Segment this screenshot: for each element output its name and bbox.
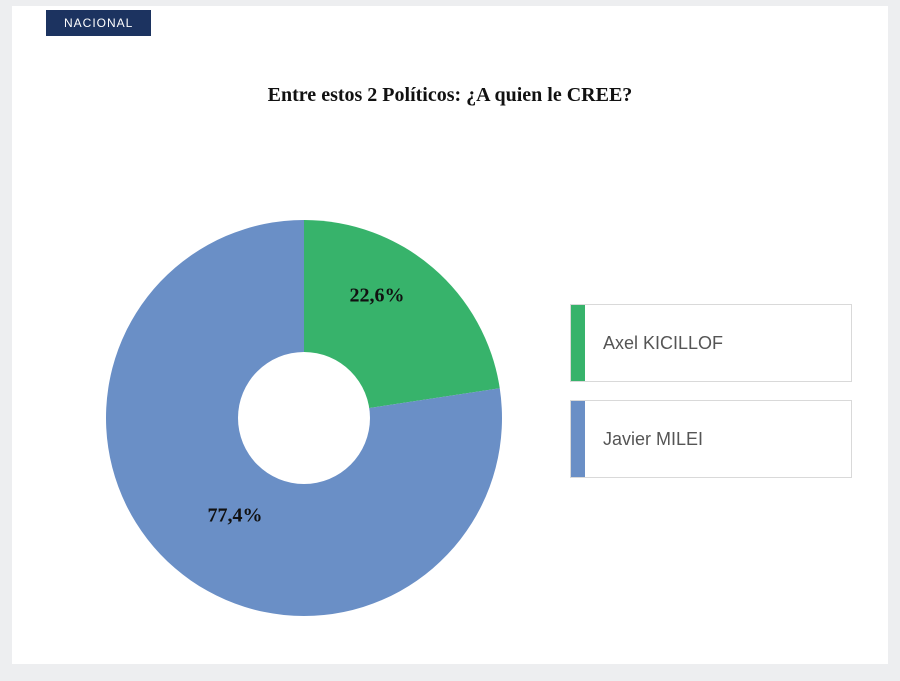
slice-label-milei: 77,4%	[208, 505, 263, 528]
legend-swatch-kicillof	[571, 305, 585, 381]
page: NACIONAL Entre estos 2 Políticos: ¿A qui…	[12, 6, 888, 664]
legend-item-milei: Javier MILEI	[570, 400, 852, 478]
slice-label-kicillof: 22,6%	[350, 285, 405, 308]
legend-swatch-milei	[571, 401, 585, 477]
legend-text-kicillof: Axel KICILLOF	[585, 305, 723, 381]
legend-item-kicillof: Axel KICILLOF	[570, 304, 852, 382]
donut-hole	[238, 352, 370, 484]
legend: Axel KICILLOF Javier MILEI	[570, 304, 852, 478]
legend-text-milei: Javier MILEI	[585, 401, 703, 477]
